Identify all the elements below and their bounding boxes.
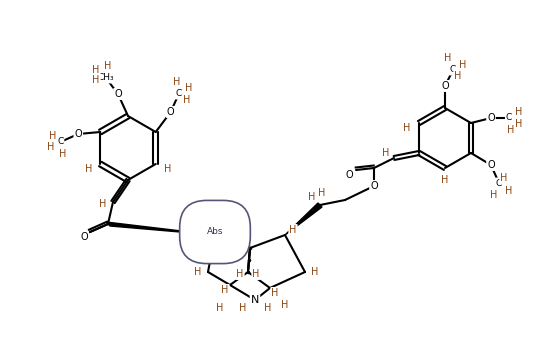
Text: H: H [515,107,522,117]
Text: H: H [454,71,461,81]
Text: H: H [444,53,452,63]
Text: H: H [505,186,513,196]
Text: O: O [167,107,174,117]
Text: C: C [57,138,63,147]
Text: O: O [114,89,122,99]
Text: H: H [281,300,289,310]
Text: C: C [496,178,502,187]
Text: H: H [204,225,211,235]
Text: H: H [194,267,202,277]
Text: CH₃: CH₃ [98,74,114,82]
Text: H: H [252,269,260,279]
Text: H: H [309,192,316,202]
Text: H: H [515,119,522,129]
Text: H: H [173,77,180,87]
Text: H: H [265,303,272,313]
Text: H: H [271,288,279,298]
Text: H: H [104,61,112,71]
Text: O: O [487,113,495,123]
Text: H: H [507,125,515,135]
Polygon shape [106,222,215,235]
Text: H: H [289,225,296,235]
Text: H: H [92,75,100,85]
Text: H: H [183,95,190,105]
Text: O: O [345,170,353,180]
Text: H: H [459,60,467,70]
Text: H: H [490,190,498,200]
Text: H: H [403,123,411,133]
Text: H: H [216,303,224,313]
Text: H: H [92,65,100,75]
Text: C: C [175,89,182,98]
Text: H: H [382,148,390,158]
Text: N: N [251,295,259,305]
Text: H: H [240,237,248,247]
Text: H: H [85,164,92,174]
Text: H: H [311,267,318,277]
Text: H: H [236,269,244,279]
Text: H: H [441,175,449,185]
Text: H: H [48,131,56,141]
Text: Abs: Abs [207,228,223,237]
Polygon shape [285,203,322,235]
Text: H: H [239,303,247,313]
Text: O: O [370,181,378,191]
Text: H: H [59,149,66,159]
Text: H: H [100,199,107,209]
Text: H: H [221,285,229,295]
Text: H: H [185,83,192,93]
Text: O: O [441,81,449,91]
Text: H: H [47,142,54,152]
Text: C: C [450,66,456,74]
Text: C: C [506,113,512,122]
Text: O: O [74,129,82,139]
Text: O: O [487,160,495,170]
Text: H: H [500,173,508,183]
Text: O: O [80,232,88,242]
Text: H: H [164,164,172,174]
Text: H: H [318,188,326,198]
